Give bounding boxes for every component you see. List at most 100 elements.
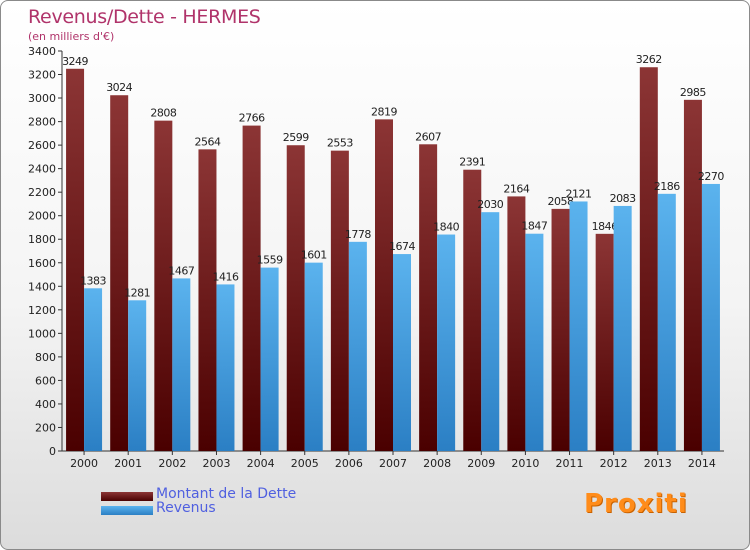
- data-label-dette: 2391: [459, 156, 485, 169]
- y-tick-label: 0: [49, 445, 56, 458]
- legend-swatch-dette: [101, 492, 153, 501]
- bar-revenus: [304, 262, 323, 451]
- y-tick-label: 1400: [28, 280, 56, 293]
- data-label-dette: 2607: [415, 130, 441, 143]
- bar-dette: [639, 67, 658, 451]
- data-label-revenus: 1467: [168, 264, 194, 277]
- bar-dette: [507, 196, 526, 451]
- x-tick-label: 2004: [247, 457, 275, 470]
- proxiti-logo: Proxiti: [584, 489, 688, 519]
- bar-revenus: [657, 193, 676, 451]
- bar-dette: [154, 120, 173, 451]
- data-label-revenus: 2121: [566, 187, 592, 200]
- y-tick-label: 600: [35, 374, 56, 387]
- data-label-dette: 2808: [150, 107, 176, 120]
- x-tick-label: 2006: [335, 457, 363, 470]
- y-tick-label: 800: [35, 351, 56, 364]
- y-tick-label: 3400: [28, 45, 56, 58]
- x-tick-label: 2012: [600, 457, 628, 470]
- x-tick-label: 2003: [202, 457, 230, 470]
- data-label-dette: 3249: [62, 55, 88, 68]
- bar-dette: [242, 125, 261, 452]
- y-tick-label: 2800: [28, 116, 56, 129]
- bar-revenus: [128, 300, 147, 451]
- x-tick-label: 2014: [688, 457, 716, 470]
- bar-dette: [375, 119, 393, 452]
- data-label-dette: 2564: [194, 135, 220, 148]
- bar-dette: [110, 95, 129, 451]
- x-tick-label: 2009: [467, 457, 495, 470]
- bar-revenus: [437, 234, 456, 451]
- bar-dette: [683, 99, 702, 451]
- data-label-dette: 2599: [283, 131, 309, 144]
- legend-label-dette: Montant de la Dette: [156, 486, 297, 502]
- bar-revenus: [260, 267, 279, 451]
- x-tick-label: 2005: [291, 457, 319, 470]
- bar-dette: [419, 144, 438, 451]
- y-tick-label: 200: [35, 421, 56, 434]
- data-label-revenus: 1778: [345, 228, 371, 241]
- data-label-revenus: 1416: [212, 270, 238, 283]
- y-tick-label: 1800: [28, 233, 56, 246]
- bar-revenus: [393, 254, 411, 451]
- x-tick-label: 2000: [70, 457, 98, 470]
- data-label-revenus: 2270: [698, 170, 724, 183]
- chart-subtitle: (en milliers d'€): [28, 30, 115, 43]
- x-tick-label: 2001: [114, 457, 142, 470]
- data-label-dette: 2766: [239, 112, 265, 125]
- data-label-revenus: 2030: [477, 198, 503, 211]
- y-tick-label: 2400: [28, 163, 56, 176]
- data-label-revenus: 1383: [80, 274, 106, 287]
- data-label-dette: 2058: [548, 195, 574, 208]
- bar-revenus: [216, 284, 235, 451]
- x-tick-label: 2010: [511, 457, 539, 470]
- data-label-dette: 2553: [327, 137, 353, 150]
- bar-revenus: [613, 205, 632, 451]
- bar-revenus: [348, 241, 367, 451]
- bar-revenus: [701, 183, 720, 452]
- y-tick-label: 2000: [28, 210, 56, 223]
- data-label-dette: 2819: [371, 105, 397, 118]
- data-label-revenus: 1840: [433, 221, 459, 234]
- x-tick-label: 2007: [379, 457, 407, 470]
- data-label-dette: 2985: [680, 86, 706, 99]
- bar-revenus: [481, 212, 500, 451]
- bar-revenus: [569, 201, 588, 451]
- data-label-revenus: 2083: [610, 192, 636, 205]
- data-label-dette: 1846: [592, 220, 618, 233]
- y-tick-label: 1000: [28, 327, 56, 340]
- bar-dette: [66, 68, 85, 451]
- legend-label-revenus: Revenus: [156, 500, 216, 516]
- data-label-revenus: 1674: [389, 240, 415, 253]
- bar-dette: [595, 233, 614, 451]
- x-tick-label: 2013: [644, 457, 672, 470]
- x-tick-label: 2002: [158, 457, 186, 470]
- legend-swatch-revenus: [101, 506, 153, 515]
- bar-dette: [286, 145, 305, 451]
- chart-title: Revenus/Dette - HERMES: [28, 6, 261, 28]
- y-tick-label: 3200: [28, 69, 56, 82]
- bar-dette: [330, 150, 349, 451]
- data-label-dette: 3024: [106, 81, 132, 94]
- data-label-revenus: 1847: [521, 220, 547, 233]
- data-label-revenus: 1559: [257, 254, 283, 267]
- y-tick-label: 400: [35, 398, 56, 411]
- data-label-dette: 2164: [503, 182, 529, 195]
- bar-dette: [463, 169, 482, 452]
- bar-revenus: [525, 233, 544, 451]
- y-tick-label: 2600: [28, 139, 56, 152]
- data-label-revenus: 1601: [301, 249, 327, 262]
- data-label-revenus: 2186: [654, 180, 680, 193]
- y-tick-label: 1200: [28, 304, 56, 317]
- bar-revenus: [172, 278, 191, 451]
- x-tick-label: 2008: [423, 457, 451, 470]
- y-tick-label: 2200: [28, 186, 56, 199]
- y-tick-label: 3000: [28, 92, 56, 105]
- bar-revenus: [84, 288, 103, 451]
- data-label-revenus: 1281: [124, 286, 150, 299]
- data-label-dette: 3262: [636, 53, 662, 66]
- x-tick-label: 2011: [556, 457, 584, 470]
- y-tick-label: 1600: [28, 257, 56, 270]
